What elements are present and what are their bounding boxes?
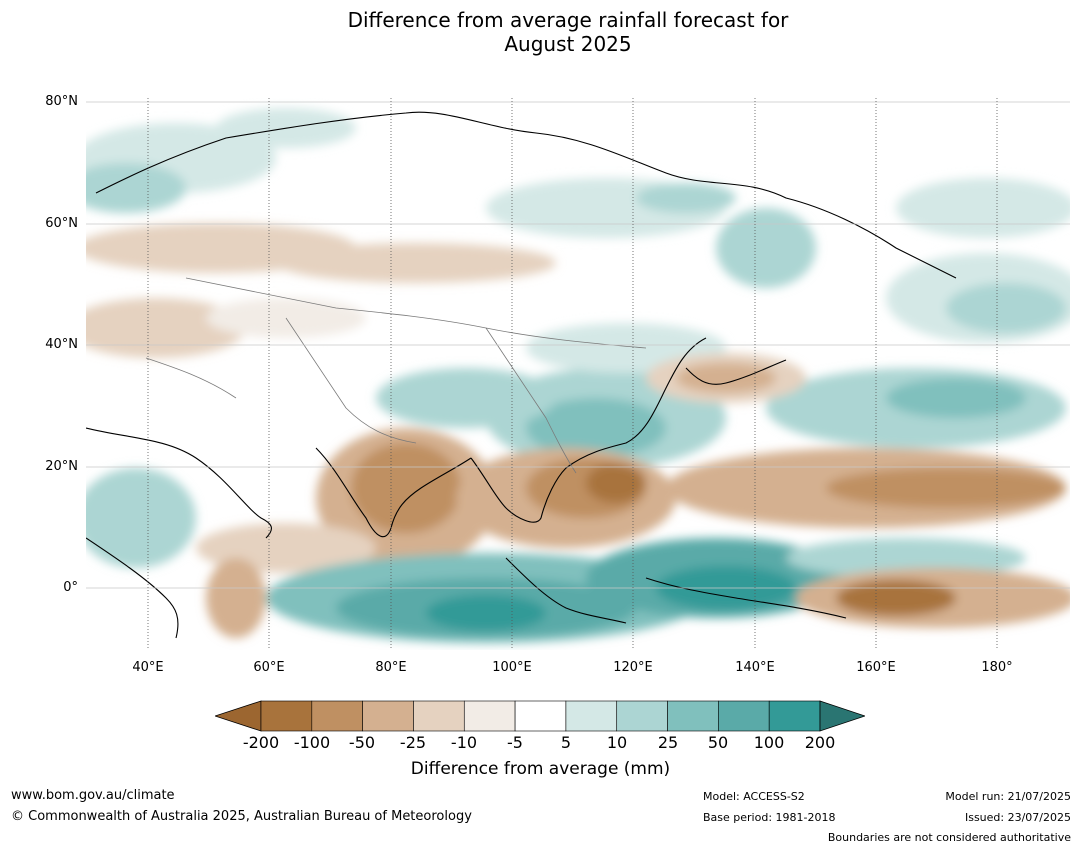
lon-label-140e: 140°E: [735, 660, 775, 675]
lat-label-80n: 80°N: [45, 94, 78, 109]
boundaries-disclaimer: Boundaries are not considered authoritat…: [827, 831, 1071, 844]
colorbar-bin: [311, 700, 363, 732]
map-canvas: [86, 98, 1070, 650]
colorbar-tick: 25: [657, 733, 679, 752]
colorbar-tick: 50: [707, 733, 729, 752]
website-link[interactable]: www.bom.gov.au/climate: [11, 788, 175, 803]
colorbar-tick: 10: [606, 733, 628, 752]
lon-label-180: 180°: [981, 660, 1013, 675]
colorbar-bin: [616, 700, 668, 732]
country-borders: [145, 277, 647, 474]
colorbar-tick: 100: [753, 733, 785, 752]
colorbar-bin: [667, 700, 719, 732]
colorbar-label: Difference from average (mm): [410, 759, 671, 779]
map-title: Difference from average rainfall forecas…: [0, 8, 1081, 56]
lon-label-160e: 160°E: [856, 660, 896, 675]
lon-label-60e: 60°E: [253, 660, 285, 675]
colorbar-tick: -200: [242, 733, 280, 752]
lon-label-120e: 120°E: [613, 660, 653, 675]
colorbar-bins: [260, 700, 821, 732]
colorbar-tick: -50: [348, 733, 376, 752]
colorbar-tick: -10: [450, 733, 478, 752]
colorbar-under-arrow: [215, 700, 262, 732]
colorbar-bin: [768, 700, 821, 732]
colorbar-bin: [565, 700, 618, 732]
colorbar-bin: [514, 700, 567, 732]
colorbar-tick: 5: [560, 733, 572, 752]
colorbar-bin: [413, 700, 465, 732]
colorbar-bin: [362, 700, 414, 732]
graticule: [86, 98, 1070, 650]
colorbar: [215, 700, 865, 732]
lat-label-40n: 40°N: [45, 337, 78, 352]
colorbar-tick: 200: [804, 733, 836, 752]
map-title-line1: Difference from average rainfall forecas…: [347, 8, 789, 32]
colorbar-over-arrow: [819, 700, 865, 732]
lon-label-80e: 80°E: [375, 660, 407, 675]
anomaly-field: [86, 108, 1070, 643]
coastlines: [86, 111, 957, 639]
colorbar-bin: [463, 700, 516, 732]
copyright-notice: © Commonwealth of Australia 2025, Austra…: [11, 809, 472, 824]
lat-label-20n: 20°N: [45, 459, 78, 474]
model-run-date: Model run: 21/07/2025: [945, 790, 1071, 803]
base-period: Base period: 1981-2018: [703, 811, 836, 824]
map-title-line2: August 2025: [504, 32, 632, 56]
colorbar-tick: -25: [399, 733, 427, 752]
lon-label-40e: 40°E: [132, 660, 164, 675]
colorbar-bin: [260, 700, 313, 732]
colorbar-bin: [718, 700, 770, 732]
lat-label-0: 0°: [63, 580, 78, 595]
lat-label-60n: 60°N: [45, 216, 78, 231]
colorbar-tick: -5: [507, 733, 523, 752]
lon-label-100e: 100°E: [492, 660, 532, 675]
issued-date: Issued: 23/07/2025: [964, 811, 1071, 824]
rainfall-anomaly-map: [86, 98, 1070, 650]
model-name: Model: ACCESS-S2: [703, 790, 805, 803]
colorbar-tick: -100: [293, 733, 331, 752]
